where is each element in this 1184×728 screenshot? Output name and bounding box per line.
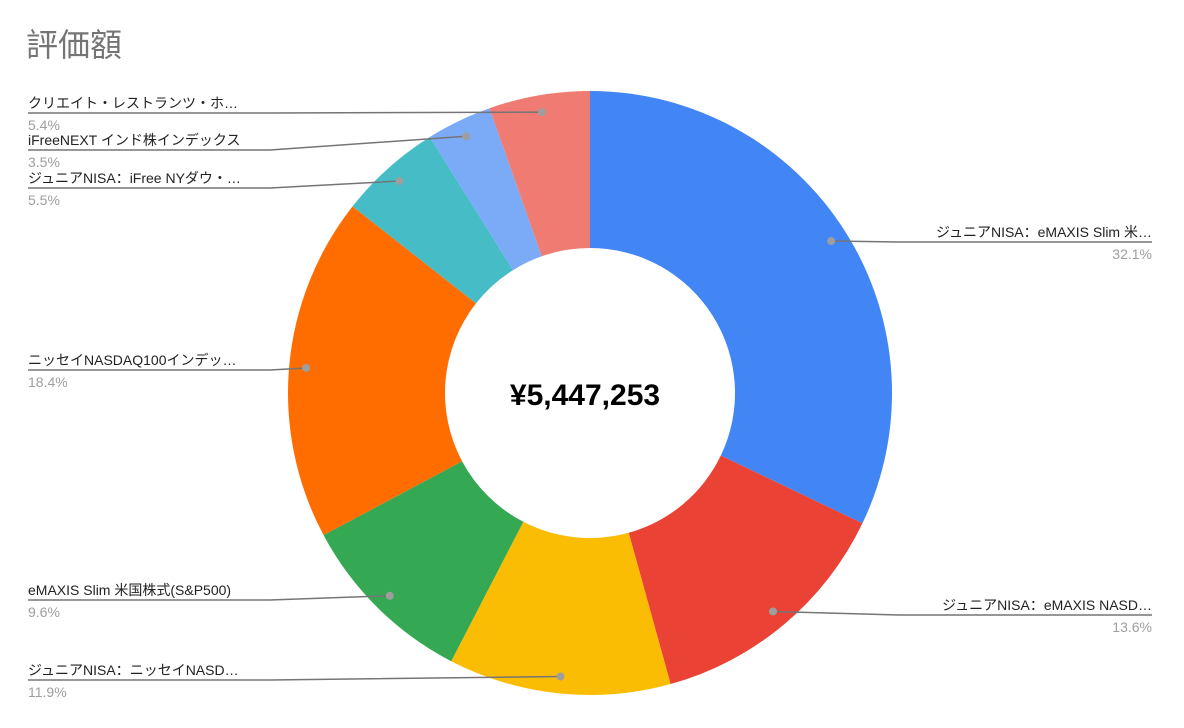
slice-label: ジュニアNISA：iFree NYダウ・… (28, 170, 241, 186)
leader-dot (395, 177, 404, 186)
pie-slice[interactable] (451, 521, 671, 696)
slice-label: ジュニアNISA：ニッセイNASD… (28, 662, 239, 678)
slice-percent-label: 5.5% (28, 192, 60, 208)
slice-percent-label: 5.4% (28, 117, 60, 133)
pie-slice[interactable] (628, 455, 863, 685)
leader-line (28, 111, 542, 114)
leader-dot (537, 108, 546, 117)
slice-label: ニッセイNASDAQ100インデッ… (28, 352, 236, 368)
slice-percent-label: 13.6% (1112, 619, 1152, 635)
pie-slice[interactable] (590, 91, 892, 524)
leader-line (831, 240, 1152, 243)
slice-label: eMAXIS Slim 米国株式(S&P500) (28, 582, 231, 598)
leader-line (28, 367, 307, 371)
leader-dot (556, 672, 565, 681)
leader-line (28, 135, 467, 151)
slice-percent-label: 11.9% (28, 684, 67, 700)
slice-label: ジュニアNISA：eMAXIS Slim 米… (936, 224, 1152, 240)
center-total-label: ¥5,447,253 (510, 379, 660, 412)
leader-line (28, 180, 400, 189)
leader-dot (462, 132, 471, 141)
slice-percent-label: 3.5% (28, 154, 60, 170)
pie-slice[interactable] (489, 91, 590, 257)
slice-label: ジュニアNISA：eMAXIS NASD… (942, 597, 1152, 613)
leader-line (28, 675, 561, 681)
chart-title: 評価額 (26, 27, 122, 63)
leader-dot (769, 607, 778, 616)
slice-percent-label: 9.6% (28, 604, 60, 620)
slice-label: iFreeNEXT インド株インデックス (28, 132, 240, 148)
leader-dot (385, 591, 394, 600)
leader-line (28, 595, 390, 601)
pie-slice[interactable] (429, 108, 542, 271)
leader-line (773, 610, 1152, 616)
slice-label: クリエイト・レストランツ・ホ… (28, 95, 238, 111)
slice-percent-label: 18.4% (28, 374, 68, 390)
leader-dot (302, 363, 311, 372)
leader-dot (827, 237, 836, 246)
pie-slice[interactable] (323, 461, 524, 662)
slice-percent-label: 32.1% (1112, 246, 1152, 262)
pie-slice[interactable] (352, 137, 514, 304)
pie-slice[interactable] (287, 206, 476, 536)
